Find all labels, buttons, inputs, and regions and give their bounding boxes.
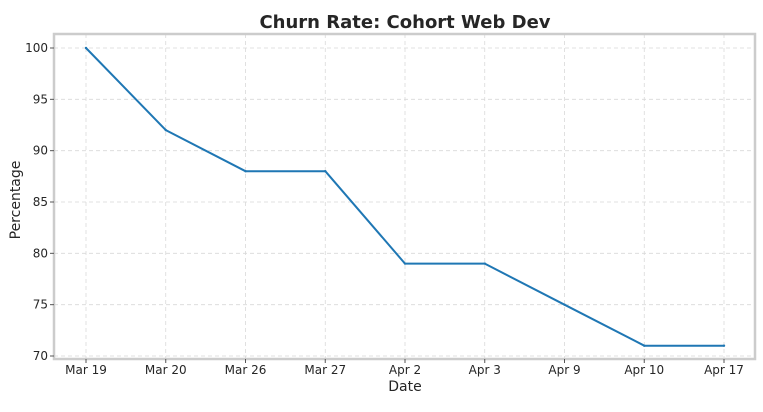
y-tick-label: 80 [33,246,48,260]
x-axis-label: Date [388,379,421,395]
data-point [403,262,407,265]
x-tick-label: Apr 9 [548,363,580,377]
y-tick-label: 75 [33,298,48,312]
data-point [643,344,646,347]
x-axis: Mar 19 Mar 20 Mar 26 Mar 27 Apr 2 Apr 3 Apr 9 A… [65,359,744,377]
data-point [483,262,486,265]
y-tick-label: 70 [33,349,48,363]
x-tick-label: Apr 17 [704,363,744,377]
data-point [563,303,566,306]
data-point [722,344,726,347]
x-tick-label: Mar 20 [145,363,187,377]
x-tick-label: Mar 27 [304,363,346,377]
y-tick-label: 85 [33,195,48,209]
x-tick-label: Apr 3 [469,363,501,377]
y-tick-label: 95 [33,92,48,106]
plot-area-frame [52,32,757,361]
x-tick-label: Apr 10 [624,363,664,377]
y-tick-label: 100 [25,41,48,55]
data-point [84,46,88,50]
data-point [324,170,327,173]
x-tick-label: Mar 26 [225,363,267,377]
grid [54,34,755,359]
y-axis: 70 75 80 85 90 95 100 [25,41,54,363]
x-tick-label: Apr 2 [389,363,421,377]
y-tick-label: 90 [33,144,48,158]
chart-title: Churn Rate: Cohort Web Dev [259,12,550,33]
y-axis-label: Percentage [8,161,24,240]
data-point [244,170,247,173]
x-tick-label: Mar 19 [65,363,107,377]
data-point [164,128,167,132]
series-layer [84,46,726,347]
